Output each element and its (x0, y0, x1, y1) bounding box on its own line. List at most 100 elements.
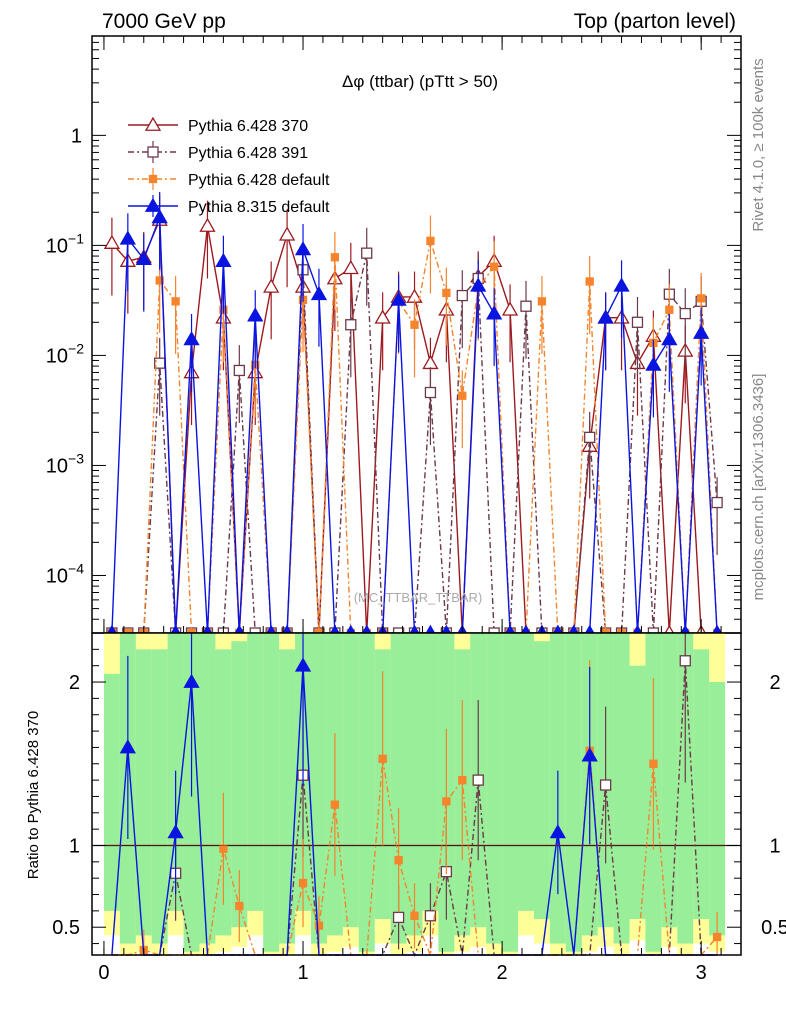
ratio-point-pdef (314, 921, 324, 930)
legend-marker-p370 (144, 116, 162, 131)
y-tick-label: 10−3 (46, 450, 84, 477)
point-p8 (661, 331, 678, 346)
band-green (263, 633, 280, 952)
point-pdef (171, 297, 180, 306)
band-green (247, 633, 264, 911)
point-p391 (631, 316, 644, 328)
ratio-y-tick-label-left: 1 (69, 835, 80, 857)
header-right: Top (parton level) (574, 10, 736, 33)
point-p8 (119, 230, 136, 245)
point-p370 (501, 301, 519, 316)
point-pdef (410, 320, 419, 329)
legend-label-p391: Pythia 6.428 391 (188, 145, 308, 162)
point-p370 (199, 217, 216, 232)
band-green (693, 649, 710, 920)
point-p391 (361, 247, 373, 259)
legend-marker-p8 (144, 197, 162, 212)
point-p370 (103, 234, 121, 249)
legend-label-p8: Pythia 8.315 default (188, 199, 330, 216)
y-tick-label: 10−4 (46, 560, 84, 587)
x-tick-label: 0 (98, 962, 109, 984)
point-p8 (645, 356, 662, 371)
point-pdef (697, 294, 706, 303)
point-p370 (422, 354, 439, 370)
band-green (565, 633, 582, 952)
ratio-point-p8 (294, 657, 312, 672)
point-p391 (424, 386, 437, 399)
point-p8 (390, 291, 407, 306)
side-text-bottom: mcplots.cern.ch [arXiv:1306.3436] (750, 374, 767, 601)
point-p8 (151, 208, 168, 224)
ratio-plot: 0 1 2 3 0.5 0.5 1 1 2 2 (52, 619, 786, 984)
ratio-point-p8 (119, 739, 136, 754)
ratio-point-p391 (599, 779, 612, 791)
ratio-point-p391 (392, 911, 405, 924)
point-p8 (247, 307, 264, 322)
ratio-point-pdef (442, 797, 451, 806)
band-green (629, 665, 646, 920)
ratio-point-pdef (330, 800, 340, 809)
point-p391 (456, 289, 468, 302)
band-green (518, 633, 534, 911)
band-green (231, 641, 248, 928)
ratio-y-tick-label-left: 0.5 (52, 917, 80, 939)
legend: Pythia 6.428 370 Pythia 6.428 391 Pythia 6… (128, 116, 330, 217)
legend-marker-p391 (147, 146, 159, 158)
band-green (533, 641, 550, 920)
ratio-y-tick-label-right: 2 (769, 672, 780, 694)
legend-label-p370: Pythia 6.428 370 (188, 118, 308, 135)
ratio-ylabel: Ratio to Pythia 6.428 370 (25, 711, 42, 879)
point-p8 (183, 331, 200, 346)
watermark: (MC_TTBAR_TTBAR) (354, 590, 483, 605)
ratio-point-pdef (394, 856, 403, 865)
point-pdef (155, 276, 164, 285)
point-pdef (330, 253, 340, 262)
header-left: 7000 GeV pp (102, 10, 226, 33)
band-green (390, 633, 407, 944)
ratio-point-p8 (549, 824, 566, 839)
ratio-point-pdef (649, 759, 658, 768)
point-p8 (613, 277, 630, 292)
ratio-point-pdef (219, 844, 228, 853)
point-p8 (310, 285, 328, 301)
point-p8 (294, 241, 312, 256)
point-pdef (458, 391, 467, 400)
band-green (342, 633, 359, 928)
ratio-point-pdef (712, 932, 722, 942)
point-p8 (693, 324, 710, 339)
point-p370 (342, 259, 359, 275)
ratio-point-pdef (298, 878, 308, 888)
point-p370 (374, 309, 391, 324)
ratio-y-tick-label-right: 1 (769, 835, 780, 857)
ratio-y-tick-label-right: 0.5 (761, 917, 786, 939)
ratio-point-pdef (410, 911, 419, 920)
ratio-frame (91, 632, 742, 956)
band-green (613, 633, 630, 944)
ratio-point-p391 (679, 655, 691, 667)
band-green (502, 633, 519, 952)
band-green (310, 633, 327, 944)
point-p370 (278, 226, 296, 241)
point-pdef (442, 288, 451, 298)
point-p8 (470, 277, 487, 292)
band-green (677, 633, 694, 944)
point-p370 (263, 278, 280, 293)
legend-label-pdef: Pythia 6.428 default (188, 172, 330, 189)
point-pdef (585, 277, 594, 286)
y-tick-label: 1 (71, 125, 82, 147)
band-green (422, 633, 439, 911)
x-tick-label: 1 (297, 962, 308, 984)
point-pdef (489, 262, 499, 271)
point-p391 (711, 496, 723, 509)
ratio-point-pdef (235, 901, 244, 911)
y-tick-label: 10−2 (46, 340, 84, 367)
point-p391 (520, 300, 532, 312)
point-p391 (233, 364, 245, 377)
point-p8 (135, 250, 152, 266)
ratio-point-p8 (183, 673, 200, 688)
ratio-point-p391 (472, 774, 484, 786)
band-green (103, 673, 120, 911)
chart-title: Δφ (ttbar) (pTtt > 50) (342, 72, 498, 91)
x-tick-label: 2 (497, 962, 508, 984)
point-p391 (345, 319, 357, 331)
